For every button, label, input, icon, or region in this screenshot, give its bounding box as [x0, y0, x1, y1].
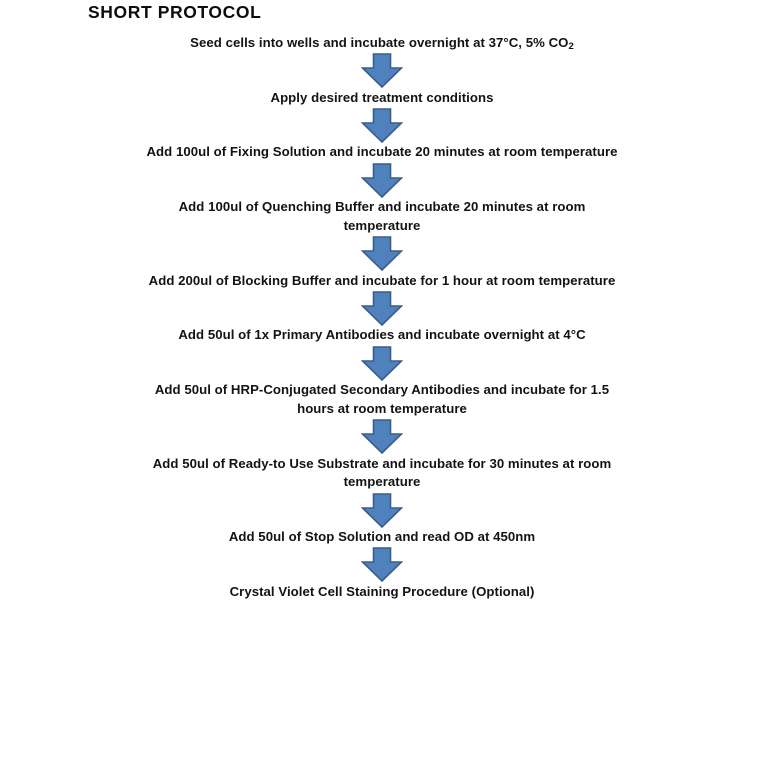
arrow-down-icon [361, 291, 403, 326]
arrow-down-icon [361, 419, 403, 455]
step-text-line1: Seed cells into wells and incubate overn… [190, 35, 569, 50]
protocol-step-blocking-buffer: Add 200ul of Blocking Buffer and incubat… [74, 272, 690, 291]
flow-arrow-3 [360, 162, 404, 198]
flow-arrow-9 [360, 547, 404, 583]
step-text-line1: Add 50ul of 1x Primary Antibodies and in… [178, 327, 586, 343]
flow-arrow-4 [360, 236, 404, 272]
flow-arrow-8 [360, 492, 404, 528]
step-text-line1: Add 200ul of Blocking Buffer and incubat… [148, 272, 616, 288]
page-title: SHORT PROTOCOL [88, 2, 262, 22]
flow-arrow-7 [360, 419, 404, 455]
step-text-line1: Apply desired treatment conditions [270, 89, 494, 105]
protocol-step-crystal-violet: Crystal Violet Cell Staining Procedure (… [82, 583, 682, 602]
flow-arrow-6 [360, 345, 404, 381]
step-text: Seed cells into wells and incubate overn… [82, 34, 682, 53]
step-text-subscript: 2 [568, 41, 574, 53]
flow-arrow-1 [360, 53, 404, 89]
arrow-down-icon [361, 345, 403, 381]
step-text-line1: Add 100ul of Quenching Buffer and incuba… [178, 199, 586, 215]
step-text-line1: Add 50ul of HRP-Conjugated Secondary Ant… [154, 382, 610, 398]
step-text-line2: temperature [343, 474, 421, 490]
step-text-line2: temperature [343, 217, 421, 233]
flow-arrow-5 [360, 290, 404, 326]
arrow-down-icon [361, 108, 403, 143]
protocol-step-seed-cells: Seed cells into wells and incubate overn… [82, 34, 682, 53]
arrow-down-icon [361, 547, 403, 583]
protocol-step-apply-treatment: Apply desired treatment conditions [82, 89, 682, 108]
protocol-step-stop-solution: Add 50ul of Stop Solution and read OD at… [82, 528, 682, 547]
protocol-step-secondary-antibodies: Add 50ul of HRP-Conjugated Secondary Ant… [82, 381, 682, 418]
step-text-line1: Add 100ul of Fixing Solution and incubat… [146, 144, 618, 160]
arrow-down-icon [361, 162, 403, 198]
step-text-line2: hours at room temperature [297, 400, 467, 416]
arrow-down-icon [361, 53, 403, 89]
step-text-line1: Add 50ul of Ready-to Use Substrate and i… [152, 455, 612, 471]
protocol-flowchart: Seed cells into wells and incubate overn… [0, 34, 764, 602]
arrow-down-icon [361, 236, 403, 272]
protocol-step-quenching-buffer: Add 100ul of Quenching Buffer and incuba… [82, 198, 682, 235]
arrow-down-icon [361, 492, 403, 528]
protocol-step-fixing-solution: Add 100ul of Fixing Solution and incubat… [74, 143, 690, 162]
step-text-line1: Add 50ul of Stop Solution and read OD at… [228, 529, 536, 545]
protocol-step-substrate: Add 50ul of Ready-to Use Substrate and i… [82, 455, 682, 492]
step-text-line1: Crystal Violet Cell Staining Procedure (… [229, 583, 535, 599]
protocol-step-primary-antibodies: Add 50ul of 1x Primary Antibodies and in… [82, 326, 682, 345]
flow-arrow-2 [360, 107, 404, 143]
